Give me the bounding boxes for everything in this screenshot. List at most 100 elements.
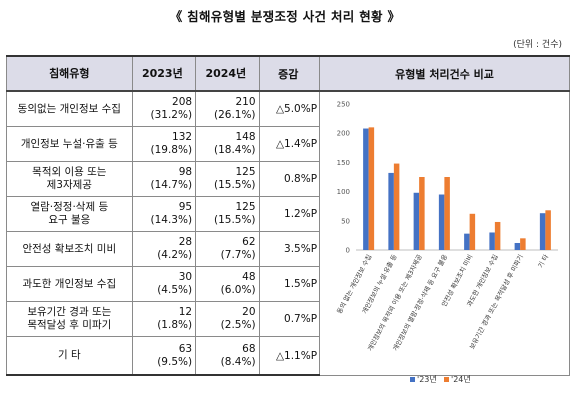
percent-value: (18.4%) xyxy=(213,144,256,156)
percent-value: (15.5%) xyxy=(213,214,256,226)
type-label-line: 목적달성 후 미파기 xyxy=(27,319,112,331)
legend-swatch xyxy=(410,377,415,382)
bar-2024 xyxy=(393,163,400,250)
percent-value: (19.8%) xyxy=(150,144,193,156)
percent-value: (4.5%) xyxy=(157,284,193,296)
y-tick-label: 250 xyxy=(337,101,350,109)
percent-value: (7.7%) xyxy=(220,249,256,261)
cell-type: 동의없는 개인정보 수집 xyxy=(6,90,133,127)
table-row: 과도한 개인정보 수집 30 (4.5%) 48 (6.0%) 1.5%P xyxy=(6,266,570,302)
cell-2023: 208 (31.2%) xyxy=(131,90,197,127)
cell-type: 보유기간 경과 또는 목적달성 후 미파기 xyxy=(6,301,133,337)
cell-type: 목적외 이용 또는 제3자제공 xyxy=(6,161,133,197)
count-value: 95 xyxy=(178,201,193,213)
table-row: 안전성 확보조치 미비 28 (4.2%) 62 (7.7%) 3.5%P xyxy=(6,231,570,267)
cell-change: 3.5%P xyxy=(258,231,321,267)
cell-2024: 148 (18.4%) xyxy=(195,126,260,162)
type-label-line: 제3자제공 xyxy=(46,179,92,191)
cell-change: 0.7%P xyxy=(258,301,321,337)
stats-table: 침해유형 2023년 2024년 증감 유형별 처리건수 비교 동의없는 개인정… xyxy=(6,55,570,376)
percent-value: (8.4%) xyxy=(220,355,256,368)
percent-value: (15.5%) xyxy=(213,179,256,191)
cell-type: 열람·정정·삭제 등 요구 불응 xyxy=(6,196,133,232)
legend-label: '24년 xyxy=(451,374,471,384)
cell-2024: 210 (26.1%) xyxy=(195,90,260,127)
type-label-line: 목적외 이용 또는 xyxy=(32,166,107,178)
header-2024: 2024년 xyxy=(195,55,260,92)
bar-2023 xyxy=(514,242,521,250)
y-tick-label: 50 xyxy=(341,217,350,225)
cell-type: 기 타 xyxy=(6,336,133,376)
table-row: 기 타 63 (9.5%) 68 (8.4%) △1.1%P xyxy=(6,336,570,376)
count-value: 63 xyxy=(178,342,193,355)
header-chart: 유형별 처리건수 비교 xyxy=(319,55,570,92)
table-row: 보유기간 경과 또는 목적달성 후 미파기 12 (1.8%) 20 (2.5%) 0.7%… xyxy=(6,301,570,337)
bar-2024 xyxy=(469,213,476,250)
type-label-line: 요구 불응 xyxy=(48,214,91,226)
count-value: 20 xyxy=(242,306,256,318)
y-tick-label: 0 xyxy=(346,247,350,255)
cell-type: 안전성 확보조치 미비 xyxy=(6,231,133,267)
cell-2023: 30 (4.5%) xyxy=(131,266,197,302)
count-value: 125 xyxy=(235,201,256,213)
count-value: 98 xyxy=(178,166,193,178)
count-value: 62 xyxy=(242,236,256,248)
bar-2024 xyxy=(520,238,526,250)
cell-2023: 63 (9.5%) xyxy=(131,336,197,376)
cell-2023: 28 (4.2%) xyxy=(131,231,197,267)
count-value: 125 xyxy=(235,166,256,178)
percent-value: (6.0%) xyxy=(220,284,256,296)
count-value: 30 xyxy=(178,271,193,283)
percent-value: (4.2%) xyxy=(157,249,193,261)
count-value: 68 xyxy=(242,342,256,355)
percent-value: (2.5%) xyxy=(220,319,256,331)
bar-2024 xyxy=(545,210,551,250)
page-title: 《 침해유형별 분쟁조정 사건 처리 현황 》 xyxy=(169,9,401,24)
cell-2024: 48 (6.0%) xyxy=(195,266,260,302)
y-tick-label: 150 xyxy=(337,159,350,167)
count-value: 12 xyxy=(178,306,193,318)
cell-change: 1.5%P xyxy=(258,266,321,302)
cell-type: 과도한 개인정보 수집 xyxy=(6,266,133,302)
bar-2023 xyxy=(489,232,495,250)
y-tick-label: 100 xyxy=(337,188,350,196)
percent-value: (26.1%) xyxy=(213,109,256,121)
cell-change: 0.8%P xyxy=(258,161,321,197)
table-header-row: 침해유형 2023년 2024년 증감 유형별 처리건수 비교 xyxy=(6,55,570,92)
table-row: 개인정보 누설·유출 등 132 (19.8%) 148 (18.4%) △1.4%P xyxy=(6,126,570,162)
bar-2024 xyxy=(419,177,425,250)
cell-2023: 98 (14.7%) xyxy=(131,161,197,197)
count-value: 208 xyxy=(172,96,193,108)
type-label-line: 개인정보 누설·유출 등 xyxy=(20,137,118,150)
header-2023: 2023년 xyxy=(131,55,197,92)
count-value: 48 xyxy=(242,271,256,283)
cell-2024: 62 (7.7%) xyxy=(195,231,260,267)
cell-change: △1.4%P xyxy=(258,126,321,162)
percent-value: (9.5%) xyxy=(157,355,193,368)
y-tick-label: 200 xyxy=(337,130,350,138)
cell-2023: 95 (14.3%) xyxy=(131,196,197,232)
percent-value: (14.3%) xyxy=(150,214,193,226)
type-label-line: 보유기간 경과 또는 xyxy=(27,306,112,318)
bar-2023 xyxy=(539,213,546,250)
cell-change: △5.0%P xyxy=(258,90,321,127)
bar-2024 xyxy=(368,127,375,250)
cell-2024: 125 (15.5%) xyxy=(195,161,260,197)
header-type: 침해유형 xyxy=(6,55,133,92)
percent-value: (31.2%) xyxy=(150,109,193,121)
percent-value: (1.8%) xyxy=(157,319,193,331)
count-value: 210 xyxy=(235,96,256,108)
cell-2024: 20 (2.5%) xyxy=(195,301,260,337)
table-row: 열람·정정·삭제 등 요구 불응 95 (14.3%) 125 (15.5%) 1.2%P xyxy=(6,196,570,232)
cell-2023: 132 (19.8%) xyxy=(131,126,197,162)
count-value: 132 xyxy=(172,131,193,143)
unit-label: (단위 : 건수) xyxy=(513,40,562,50)
cell-2024: 125 (15.5%) xyxy=(195,196,260,232)
bar-2024 xyxy=(494,221,501,250)
type-label-line: 기 타 xyxy=(57,349,81,361)
type-label-line: 안전성 확보조치 미비 xyxy=(22,242,117,255)
cell-type: 개인정보 누설·유출 등 xyxy=(6,126,133,162)
bar-2024 xyxy=(444,177,450,250)
count-value: 28 xyxy=(178,236,193,248)
